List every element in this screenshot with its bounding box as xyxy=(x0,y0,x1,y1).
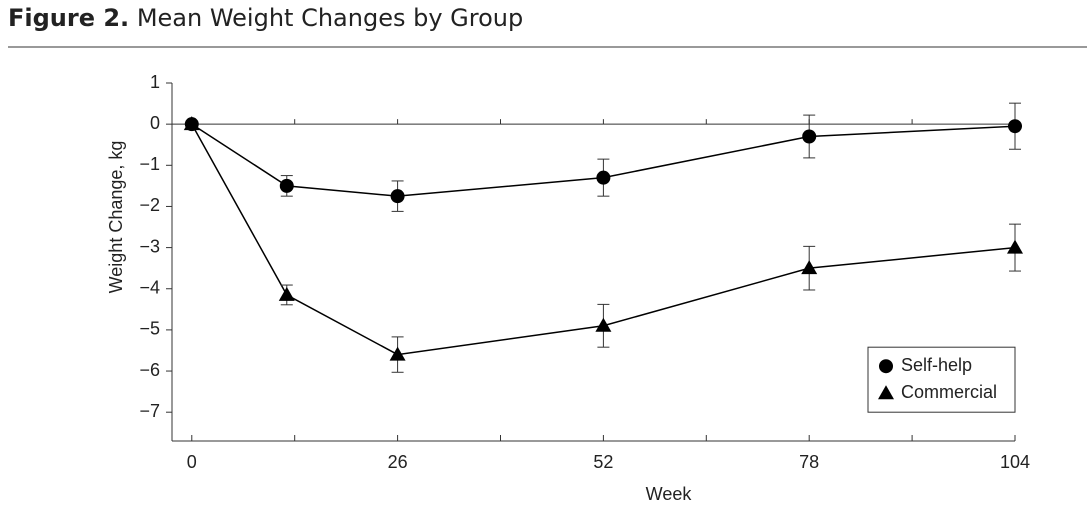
marker xyxy=(802,129,817,144)
y-tick-label: −4 xyxy=(139,277,160,297)
marker xyxy=(1007,239,1023,254)
title-text: Mean Weight Changes by Group xyxy=(137,4,523,32)
marker xyxy=(278,286,295,301)
y-tick-label: 1 xyxy=(150,72,160,92)
y-axis-label: Weight Change, kg xyxy=(106,141,126,294)
x-tick-label: 0 xyxy=(187,452,197,472)
legend-label: Self-help xyxy=(901,355,972,375)
y-tick-label: −5 xyxy=(139,319,160,339)
marker xyxy=(389,346,406,361)
marker xyxy=(390,189,405,204)
y-tick-label: −6 xyxy=(139,360,160,380)
figure-label: Figure 2. xyxy=(8,4,129,32)
y-tick-label: 0 xyxy=(150,113,160,133)
series-line xyxy=(191,123,1016,356)
marker xyxy=(279,178,294,193)
legend-box xyxy=(867,346,1016,413)
legend-marker xyxy=(879,359,893,374)
x-tick-label: 52 xyxy=(593,452,613,472)
x-tick-label: 26 xyxy=(388,452,408,472)
marker xyxy=(1008,119,1022,134)
marker xyxy=(801,260,818,275)
x-tick-label: 78 xyxy=(799,452,819,472)
y-tick-label: −1 xyxy=(139,154,160,174)
marker xyxy=(596,170,611,185)
legend-label: Commercial xyxy=(901,382,997,402)
legend-marker xyxy=(878,385,894,400)
x-axis-label: Week xyxy=(646,484,693,504)
y-tick-label: −7 xyxy=(139,401,160,421)
x-tick-label: 104 xyxy=(1000,452,1030,472)
chart-title: Figure 2. Mean Weight Changes by Group xyxy=(8,4,523,32)
marker xyxy=(183,116,200,131)
marker xyxy=(595,317,612,332)
y-tick-label: −2 xyxy=(139,195,160,215)
series-line xyxy=(191,123,1016,197)
y-tick-label: −3 xyxy=(139,236,160,256)
